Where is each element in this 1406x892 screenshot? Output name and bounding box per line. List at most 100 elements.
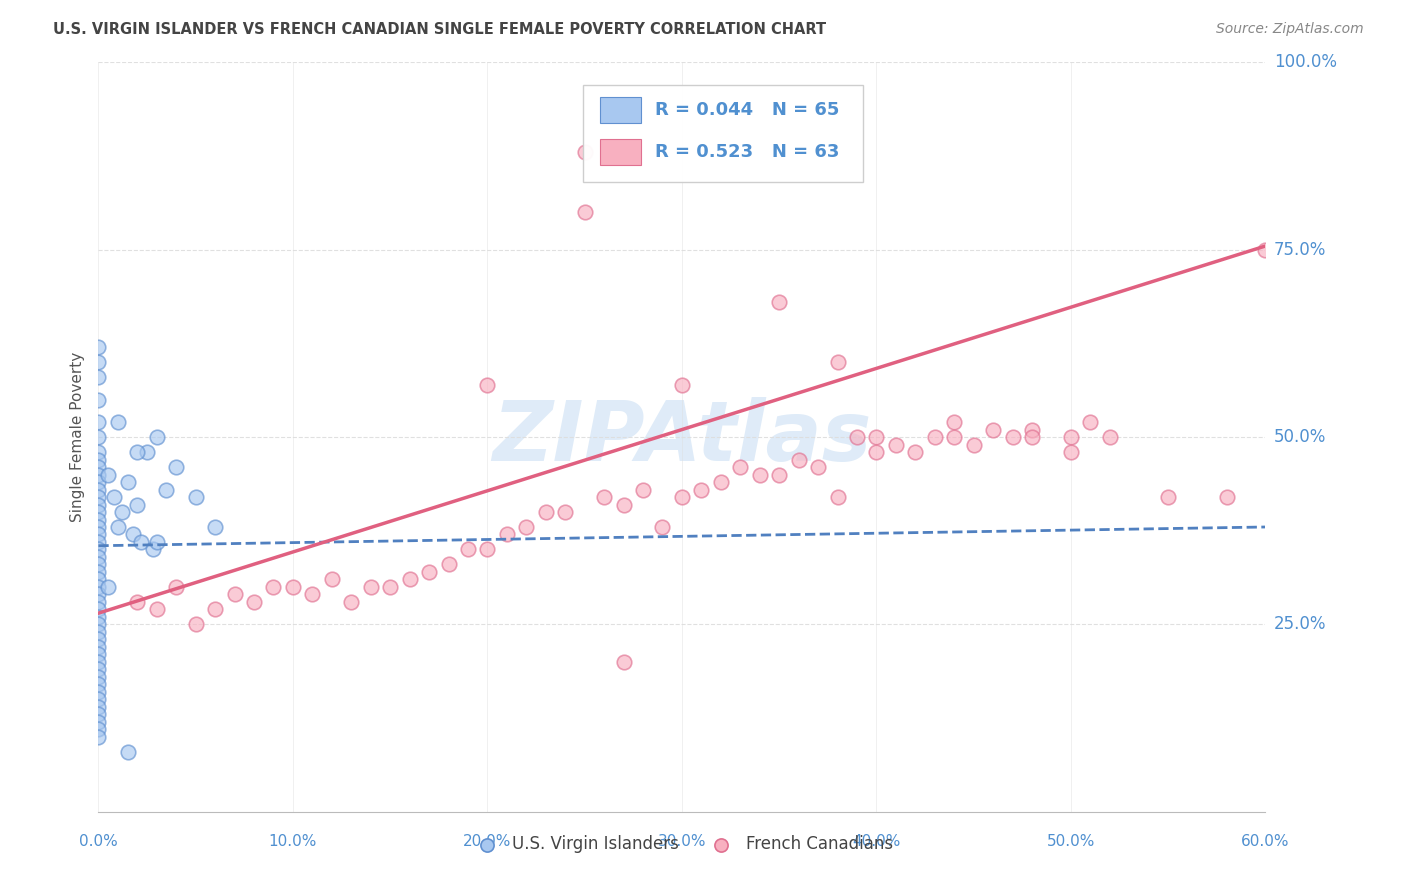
Point xyxy=(87,565,110,579)
Point xyxy=(243,595,266,609)
Point xyxy=(165,580,187,594)
Point xyxy=(87,452,110,467)
Point xyxy=(87,505,110,519)
Point xyxy=(846,430,869,444)
Point xyxy=(87,542,110,557)
Point xyxy=(1060,445,1083,459)
Point xyxy=(117,475,139,489)
Text: Source: ZipAtlas.com: Source: ZipAtlas.com xyxy=(1216,22,1364,37)
Text: 100.0%: 100.0% xyxy=(1274,54,1337,71)
Point xyxy=(904,445,927,459)
Point xyxy=(1001,430,1024,444)
Point xyxy=(827,490,849,504)
Point xyxy=(87,662,110,676)
Point xyxy=(87,677,110,691)
Point xyxy=(340,595,363,609)
Point xyxy=(865,445,887,459)
Point xyxy=(127,445,149,459)
Point xyxy=(418,565,440,579)
Point xyxy=(807,460,830,475)
Point xyxy=(281,580,304,594)
Point xyxy=(87,580,110,594)
Point xyxy=(534,505,557,519)
Bar xyxy=(600,139,641,165)
Text: 50.0%: 50.0% xyxy=(1274,428,1326,446)
Point xyxy=(301,587,323,601)
Point xyxy=(613,498,636,512)
Point xyxy=(787,452,810,467)
Point xyxy=(127,498,149,512)
Point xyxy=(136,445,159,459)
Point xyxy=(107,415,129,429)
Point xyxy=(593,490,616,504)
Point xyxy=(107,520,129,534)
Point xyxy=(87,610,110,624)
Point xyxy=(87,549,110,564)
Point xyxy=(146,430,169,444)
Point xyxy=(103,490,125,504)
Point xyxy=(730,460,752,475)
Point xyxy=(87,730,110,744)
Point xyxy=(671,490,693,504)
Point xyxy=(477,542,499,557)
Text: 10.0%: 10.0% xyxy=(269,834,318,849)
Text: 20.0%: 20.0% xyxy=(463,834,512,849)
Point xyxy=(865,430,887,444)
Point xyxy=(87,714,110,729)
Point xyxy=(87,483,110,497)
Point xyxy=(87,648,110,662)
Point xyxy=(515,520,537,534)
Point xyxy=(962,437,984,451)
Point xyxy=(398,573,420,587)
Point xyxy=(981,423,1004,437)
Point xyxy=(87,670,110,684)
Point xyxy=(127,595,149,609)
Point xyxy=(87,707,110,722)
Point xyxy=(613,655,636,669)
Point xyxy=(87,699,110,714)
Point xyxy=(224,587,246,601)
Point xyxy=(1080,415,1102,429)
Point xyxy=(87,430,110,444)
Point xyxy=(87,370,110,384)
Point xyxy=(1021,430,1043,444)
Point xyxy=(184,490,207,504)
Point xyxy=(87,460,110,475)
Point xyxy=(748,467,770,482)
Point xyxy=(129,535,152,549)
Point xyxy=(1215,490,1237,504)
Point xyxy=(87,355,110,369)
Point xyxy=(87,392,110,407)
Text: 60.0%: 60.0% xyxy=(1241,834,1289,849)
Text: 0.0%: 0.0% xyxy=(79,834,118,849)
Y-axis label: Single Female Poverty: Single Female Poverty xyxy=(70,352,86,522)
Point xyxy=(87,573,110,587)
Point xyxy=(87,467,110,482)
Text: R = 0.523   N = 63: R = 0.523 N = 63 xyxy=(655,144,839,161)
Point xyxy=(87,527,110,541)
Point xyxy=(1098,430,1121,444)
Point xyxy=(87,445,110,459)
Point xyxy=(924,430,946,444)
Point xyxy=(87,340,110,354)
Point xyxy=(87,617,110,632)
Point xyxy=(87,640,110,654)
Text: R = 0.044   N = 65: R = 0.044 N = 65 xyxy=(655,101,839,119)
Point xyxy=(87,692,110,706)
Text: ZIPAtlas: ZIPAtlas xyxy=(492,397,872,477)
Point xyxy=(554,505,576,519)
Point xyxy=(671,377,693,392)
Point xyxy=(204,520,226,534)
Point xyxy=(204,602,226,616)
Point xyxy=(142,542,165,557)
Point xyxy=(87,498,110,512)
Point xyxy=(146,535,169,549)
Point xyxy=(884,437,907,451)
Point xyxy=(457,542,479,557)
Point xyxy=(87,520,110,534)
FancyBboxPatch shape xyxy=(582,85,863,182)
Point xyxy=(87,415,110,429)
Point xyxy=(690,483,713,497)
Point xyxy=(631,483,654,497)
Point xyxy=(155,483,177,497)
